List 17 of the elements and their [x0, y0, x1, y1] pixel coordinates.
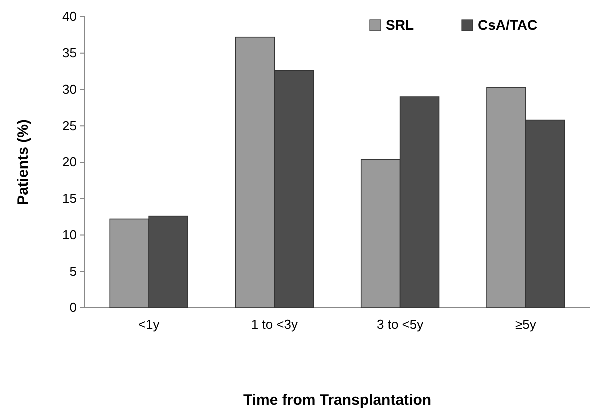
y-tick-label: 0 — [70, 300, 77, 316]
x-tick-label: 1 to <3y — [251, 317, 298, 332]
y-tick-label: 10 — [62, 227, 77, 242]
y-axis-title: Patients (%) — [15, 120, 32, 206]
y-tick-label: 5 — [70, 264, 77, 279]
y-tick-label: 25 — [62, 118, 77, 134]
legend-label: SRL — [386, 17, 414, 33]
y-tick-label: 30 — [62, 82, 77, 97]
x-tick-label: 3 to <5y — [377, 317, 424, 332]
y-tick-label: 35 — [62, 46, 77, 61]
y-tick-label: 15 — [62, 191, 77, 206]
y-tick-label: 40 — [62, 9, 77, 24]
x-tick-label: <1y — [138, 317, 160, 332]
legend-label: CsA/TAC — [478, 17, 538, 33]
x-tick-label: ≥5y — [515, 317, 537, 332]
x-axis-title: Time from Transplantation — [243, 392, 432, 409]
y-tick-label: 20 — [62, 154, 77, 170]
